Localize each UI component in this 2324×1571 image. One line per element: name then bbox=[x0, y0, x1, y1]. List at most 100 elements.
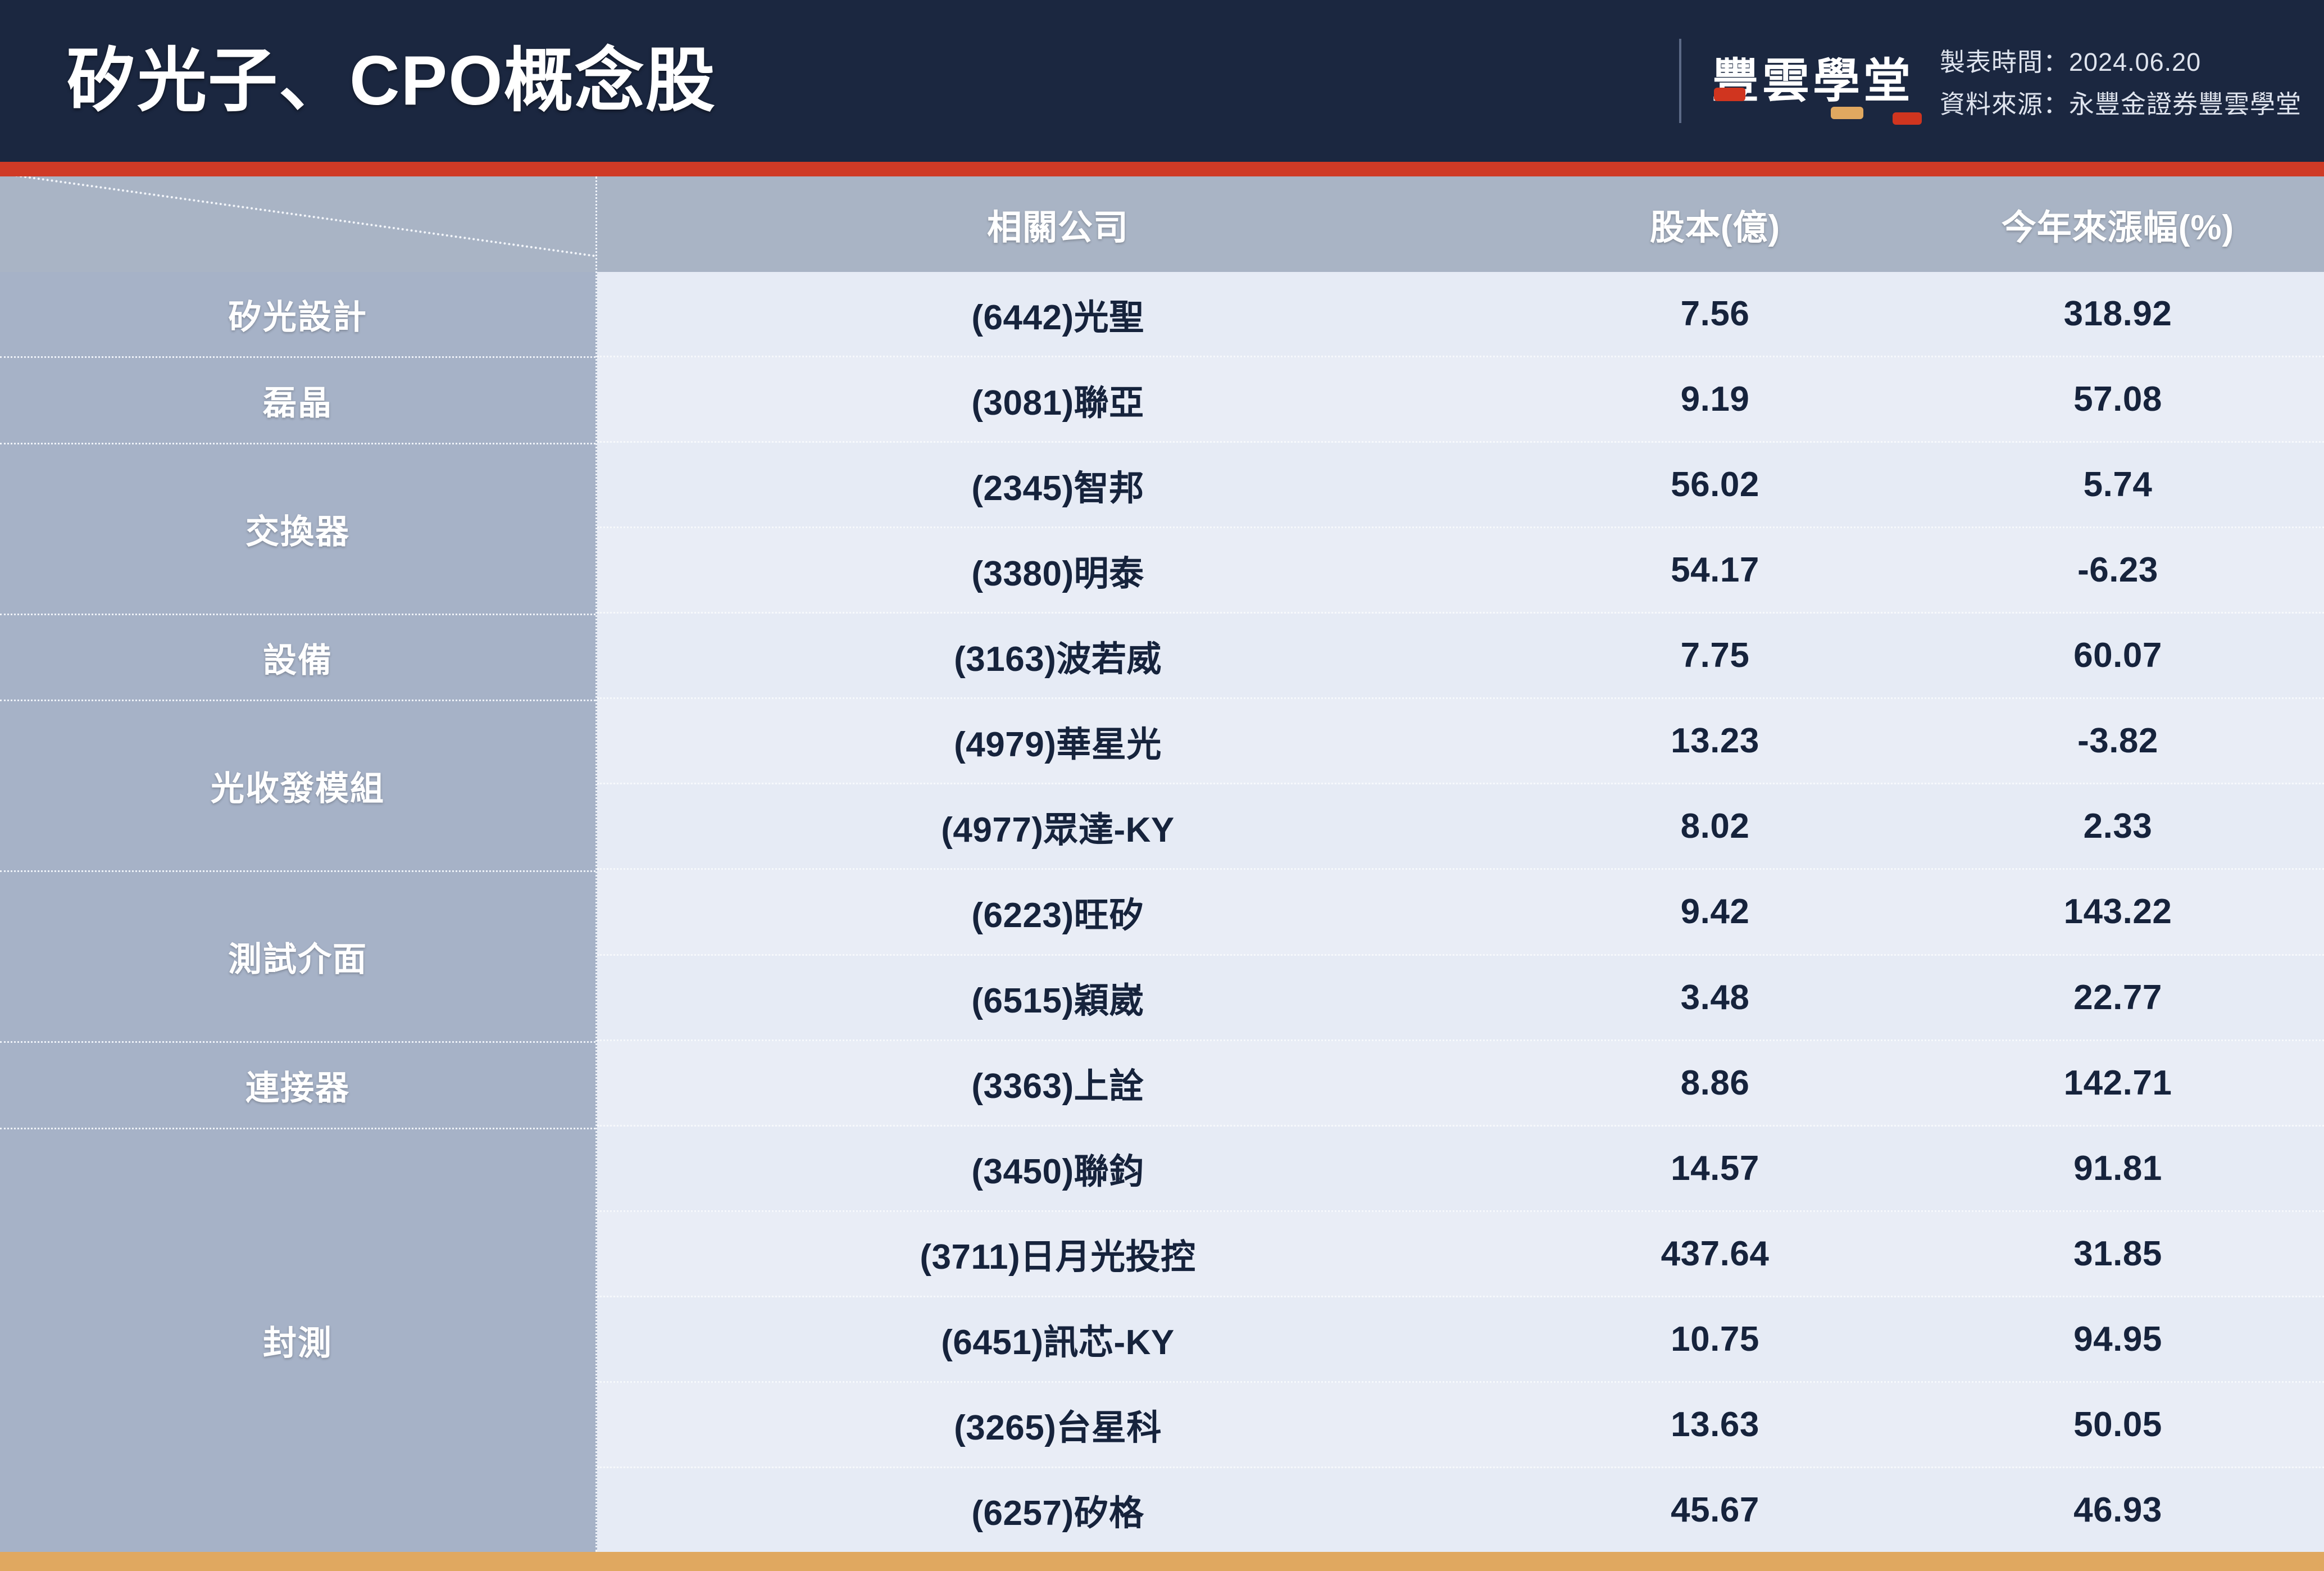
table-row: (6223)旺矽 9.42 143.22 bbox=[597, 870, 2324, 956]
cell-change: 50.05 bbox=[2073, 1405, 2162, 1444]
cell-change: 143.22 bbox=[2063, 892, 2172, 932]
cell-capital: 7.75 bbox=[1680, 636, 1750, 675]
accent-red-bar bbox=[0, 162, 2324, 176]
table-corner-cell bbox=[0, 176, 595, 272]
accent-tan-bar bbox=[0, 1552, 2324, 1571]
table-row: (6257)矽格 45.67 46.93 bbox=[597, 1468, 2324, 1552]
cell-capital: 10.75 bbox=[1671, 1319, 1759, 1359]
header-right-group: 豐雲學堂 製表時間：2024.06.20 資料來源：永豐金證券豐雲學堂 bbox=[1679, 33, 2302, 129]
table-row: (3450)聯鈞 14.57 91.81 bbox=[597, 1127, 2324, 1212]
cell-company: (3265)台星科 bbox=[954, 1409, 1162, 1448]
category-cell: 磊晶 bbox=[0, 358, 595, 444]
table-row: (3081)聯亞 9.19 57.08 bbox=[597, 357, 2324, 443]
table-row: (3363)上詮 8.86 142.71 bbox=[597, 1041, 2324, 1127]
cell-change: 5.74 bbox=[2083, 465, 2153, 505]
cell-capital: 3.48 bbox=[1680, 978, 1750, 1017]
concept-stock-table: 矽光設計磊晶交換器設備光收發模組測試介面連接器封測 相關公司 股本(億) 今年來… bbox=[0, 176, 2324, 1552]
cell-capital: 8.02 bbox=[1680, 807, 1750, 846]
cell-company: (3363)上詮 bbox=[971, 1067, 1144, 1106]
cell-capital: 9.42 bbox=[1680, 892, 1750, 932]
category-cell: 設備 bbox=[0, 615, 595, 702]
category-label: 封測 bbox=[263, 1324, 333, 1363]
table-row: (3163)波若威 7.75 60.07 bbox=[597, 614, 2324, 700]
category-cell: 測試介面 bbox=[0, 872, 595, 1043]
category-label: 設備 bbox=[263, 641, 333, 679]
cell-company: (6515)穎崴 bbox=[971, 982, 1144, 1021]
cell-capital: 56.02 bbox=[1671, 465, 1759, 505]
logo-accent-stroke-icon bbox=[1830, 107, 1863, 119]
cell-company: (3711)日月光投控 bbox=[920, 1238, 1196, 1277]
cell-change: 142.71 bbox=[2063, 1063, 2172, 1102]
meta-data-source: 資料來源：永豐金證券豐雲學堂 bbox=[1939, 90, 2302, 119]
cell-company: (6223)旺矽 bbox=[971, 896, 1144, 935]
cell-change: 46.93 bbox=[2073, 1490, 2162, 1529]
cell-change: 60.07 bbox=[2073, 636, 2162, 675]
cell-company: (2345)智邦 bbox=[971, 469, 1144, 508]
cell-change: 31.85 bbox=[2073, 1234, 2162, 1273]
cell-change: 22.77 bbox=[2073, 978, 2162, 1017]
category-label: 磊晶 bbox=[263, 384, 333, 423]
column-header-company: 相關公司 bbox=[986, 208, 1129, 247]
cell-company: (3450)聯鈞 bbox=[971, 1152, 1144, 1192]
table-header-row: 相關公司 股本(億) 今年來漲幅(%) bbox=[597, 176, 2324, 272]
cell-change: 318.92 bbox=[2063, 294, 2172, 334]
column-header-change: 今年來漲幅(%) bbox=[2001, 208, 2235, 247]
cell-capital: 8.86 bbox=[1680, 1063, 1750, 1102]
category-cell: 交換器 bbox=[0, 444, 595, 615]
table-row: (4977)眾達-KY 8.02 2.33 bbox=[597, 784, 2324, 870]
cell-company: (6257)矽格 bbox=[971, 1494, 1144, 1533]
cell-company: (6451)訊芯-KY bbox=[941, 1323, 1175, 1363]
cell-company: (3163)波若威 bbox=[954, 639, 1162, 679]
header-meta: 製表時間：2024.06.20 資料來源：永豐金證券豐雲學堂 bbox=[1940, 42, 2302, 120]
cell-company: (3081)聯亞 bbox=[971, 383, 1144, 423]
category-label: 交換器 bbox=[245, 512, 350, 551]
cell-company: (4979)華星光 bbox=[954, 725, 1162, 764]
cell-capital: 45.67 bbox=[1671, 1490, 1759, 1529]
diagonal-divider-icon bbox=[0, 176, 595, 271]
category-cell: 連接器 bbox=[0, 1043, 595, 1129]
logo-accent-stroke-icon bbox=[1892, 112, 1922, 125]
cell-change: 94.95 bbox=[2073, 1319, 2162, 1359]
brand-logo: 豐雲學堂 bbox=[1712, 57, 1922, 125]
data-columns: 相關公司 股本(億) 今年來漲幅(%) (6442)光聖 7.56 318.92 (3… bbox=[597, 176, 2324, 1552]
header-divider bbox=[1679, 39, 1681, 123]
slide-header: 矽光子、CPO概念股 豐雲學堂 製表時間：2024.06.20 資料來源：永豐金… bbox=[0, 0, 2324, 162]
table-row: (3265)台星科 13.63 50.05 bbox=[597, 1382, 2324, 1468]
cell-change: 91.81 bbox=[2073, 1148, 2162, 1188]
category-cell: 封測 bbox=[0, 1129, 595, 1552]
logo-accent-stroke-icon bbox=[1713, 88, 1745, 101]
cell-company: (4977)眾達-KY bbox=[941, 810, 1175, 850]
cell-capital: 9.19 bbox=[1680, 380, 1750, 419]
table-row: (3380)明泰 54.17 -6.23 bbox=[597, 528, 2324, 614]
table-row: (3711)日月光投控 437.64 31.85 bbox=[597, 1211, 2324, 1297]
cell-capital: 14.57 bbox=[1671, 1148, 1759, 1188]
category-label: 測試介面 bbox=[228, 941, 367, 979]
meta-created-date: 製表時間：2024.06.20 bbox=[1939, 48, 2202, 76]
cell-capital: 437.64 bbox=[1661, 1234, 1770, 1273]
brand-logo-text: 豐雲學堂 bbox=[1712, 57, 1922, 125]
category-cell: 矽光設計 bbox=[0, 272, 595, 358]
category-label: 光收發模組 bbox=[211, 770, 385, 808]
category-label: 連接器 bbox=[245, 1069, 350, 1107]
table-row: (2345)智邦 56.02 5.74 bbox=[597, 443, 2324, 529]
cell-change: 2.33 bbox=[2083, 807, 2153, 846]
category-label: 矽光設計 bbox=[228, 298, 367, 336]
cell-change: -6.23 bbox=[2077, 551, 2158, 590]
column-header-capital: 股本(億) bbox=[1649, 208, 1781, 247]
cell-change: 57.08 bbox=[2073, 380, 2162, 419]
cell-capital: 54.17 bbox=[1671, 551, 1759, 590]
table-row: (6515)穎崴 3.48 22.77 bbox=[597, 956, 2324, 1041]
cell-company: (6442)光聖 bbox=[971, 298, 1144, 337]
table-row: (6451)訊芯-KY 10.75 94.95 bbox=[597, 1297, 2324, 1383]
cell-capital: 7.56 bbox=[1680, 294, 1750, 334]
page-title: 矽光子、CPO概念股 bbox=[66, 42, 716, 120]
table-row: (6442)光聖 7.56 318.92 bbox=[597, 272, 2324, 358]
cell-capital: 13.63 bbox=[1671, 1405, 1759, 1444]
category-column: 矽光設計磊晶交換器設備光收發模組測試介面連接器封測 bbox=[0, 176, 597, 1552]
category-cell: 光收發模組 bbox=[0, 701, 595, 873]
cell-company: (3380)明泰 bbox=[971, 554, 1144, 593]
table-row: (4979)華星光 13.23 -3.82 bbox=[597, 699, 2324, 785]
cell-change: -3.82 bbox=[2077, 721, 2158, 761]
cell-capital: 13.23 bbox=[1671, 721, 1759, 761]
